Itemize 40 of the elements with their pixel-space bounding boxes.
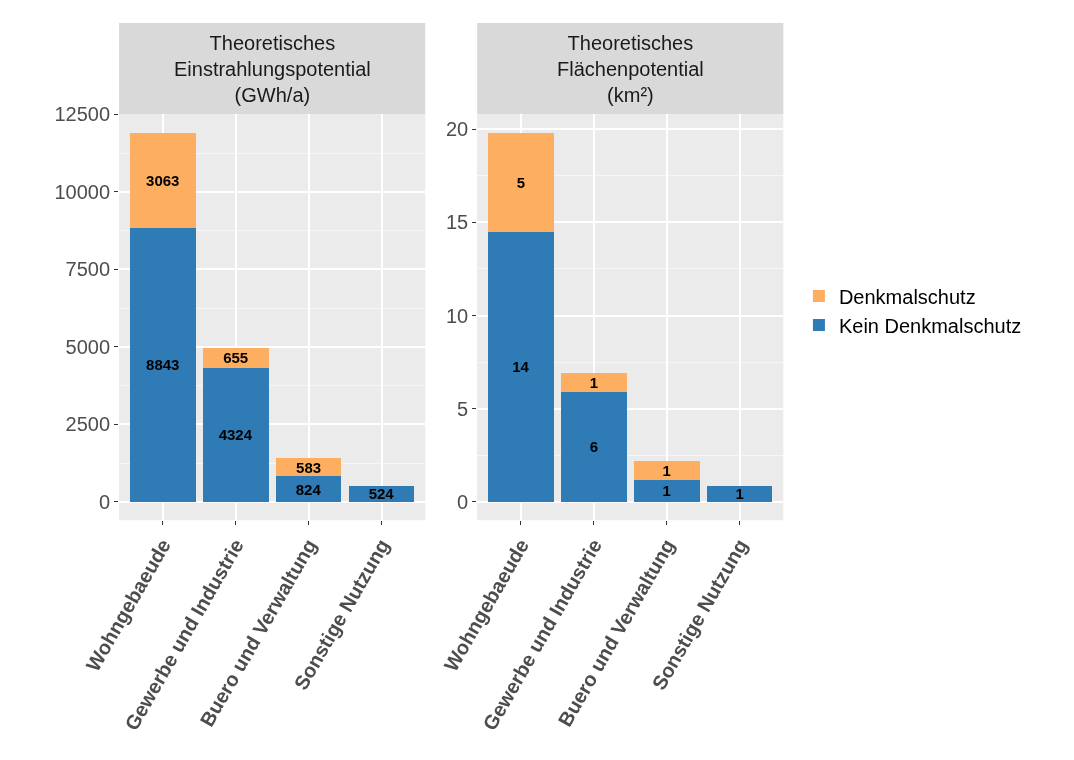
data-label: 583 [296, 458, 322, 476]
y-tick-label: 7500 [65, 258, 111, 281]
chart-title: Theoretisches Einstrahlungspotential (GWh/a) [174, 32, 371, 106]
data-label: 524 [368, 485, 395, 503]
data-label: 1 [662, 461, 671, 479]
y-tick-label: 20 [445, 118, 469, 141]
y-tick-label: 5000 [65, 335, 111, 358]
y-tick-label: 2500 [65, 413, 111, 436]
bar [202, 367, 269, 502]
legend-label: Denkmalschutz [838, 285, 976, 308]
legend-label: Kein Denkmalschutz [838, 314, 1022, 337]
data-label: 824 [295, 480, 322, 498]
bar [275, 476, 342, 502]
y-tick-label: 10 [445, 304, 469, 327]
data-label: 1 [735, 485, 744, 503]
y-tick-label: 0 [98, 490, 111, 513]
y-tick-label: 12500 [54, 103, 111, 126]
bar [633, 479, 700, 502]
data-label: 4324 [218, 426, 253, 444]
data-label: 6 [589, 438, 598, 456]
data-label: 3063 [146, 171, 180, 189]
data-label: 14 [512, 358, 530, 376]
chart-title: Theoretisches Flächenpotential (km²) [557, 32, 704, 106]
data-label: 1 [589, 374, 598, 392]
y-tick-label: 15 [445, 211, 469, 234]
data-label: 1 [662, 482, 671, 500]
data-label: 5 [516, 173, 526, 191]
data-label: 655 [223, 349, 249, 367]
bar [560, 391, 627, 502]
bar [129, 227, 196, 502]
y-tick-label: 0 [457, 490, 469, 513]
bar [633, 460, 700, 480]
bar [488, 231, 554, 502]
y-tick-label: 5 [457, 397, 469, 420]
bar [560, 373, 627, 392]
data-label: 8843 [146, 356, 180, 374]
bar [488, 132, 554, 232]
bar [706, 486, 773, 502]
y-tick-label: 10000 [54, 180, 111, 203]
bar [129, 132, 196, 228]
